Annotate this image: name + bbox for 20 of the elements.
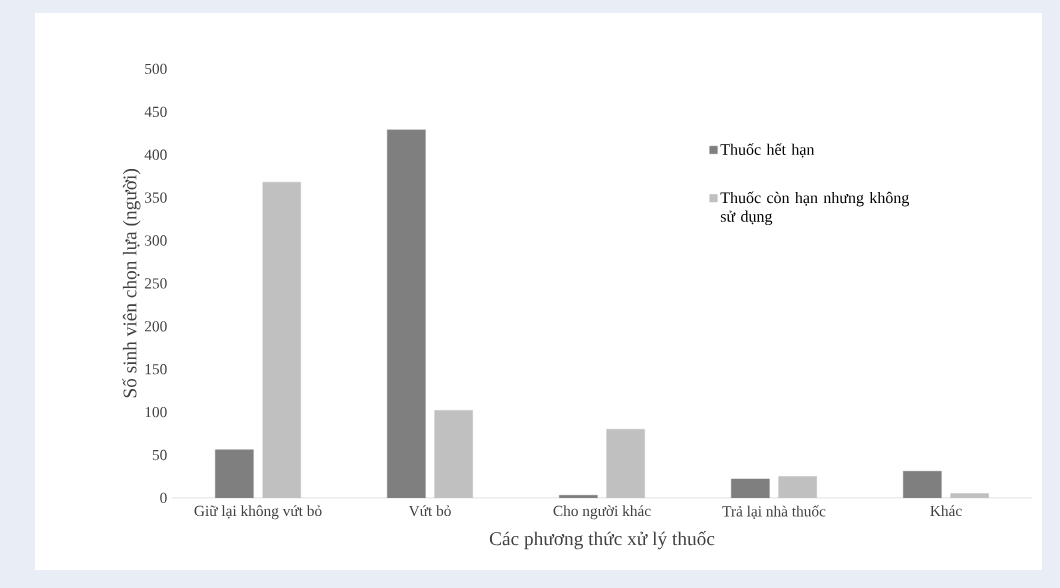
x-tick-label: Vứt bỏ: [408, 505, 451, 517]
y-tick-label: 250: [144, 278, 167, 289]
y-tick-label: 100: [145, 406, 167, 418]
y-tick-label: 350: [145, 192, 167, 203]
x-tick-label: Giữ lại không vứt bỏ: [194, 505, 322, 520]
y-tick-label: 300: [145, 235, 167, 246]
x-axis-title: Các phương thức xử lý thuốc: [489, 531, 715, 550]
y-tick-label: 400: [144, 149, 167, 160]
y-tick-label: 150: [145, 364, 167, 375]
y-tick-label: 500: [145, 63, 167, 75]
y-tick-label: 0: [160, 492, 167, 504]
legend-label: Thuốc còn hạn nhưng không sử dụng: [720, 191, 910, 226]
y-tick-label: 50: [152, 449, 167, 461]
y-tick-label: 200: [144, 321, 167, 332]
y-axis-title: Số sinh viên chọn lựa (người): [122, 169, 141, 398]
x-tick-label: Trả lại nhà thuốc: [722, 505, 826, 519]
y-tick-label: 450: [144, 106, 167, 117]
x-tick-label: Khác: [930, 505, 962, 517]
legend-label: Thuốc hết hạn: [720, 143, 815, 158]
x-tick-label: Cho người khác: [553, 505, 651, 520]
